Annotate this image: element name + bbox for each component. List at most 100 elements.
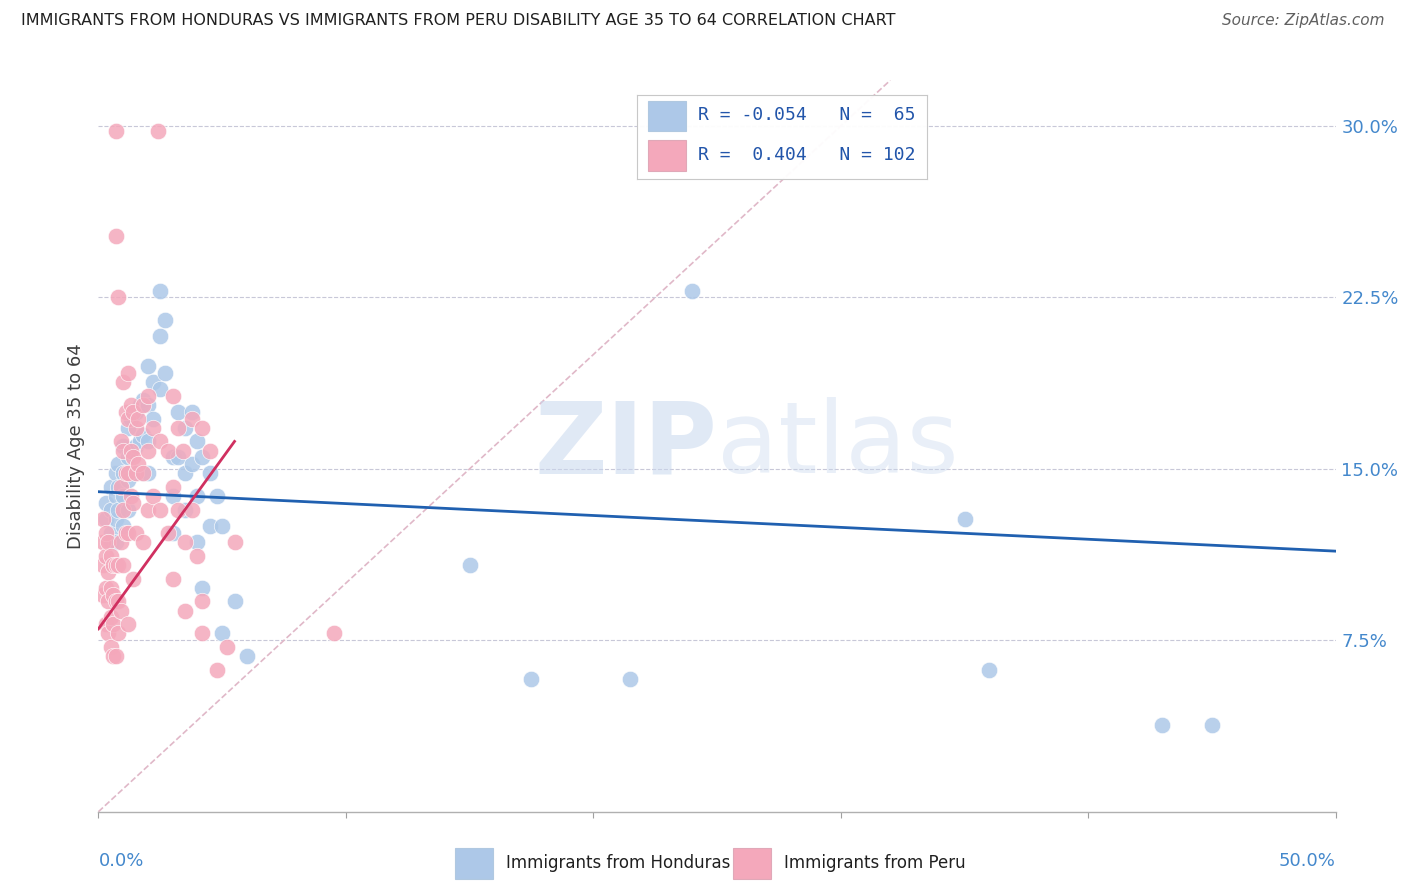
Point bbox=[136, 467, 159, 481]
Point bbox=[149, 284, 172, 298]
Point bbox=[132, 427, 155, 442]
Point bbox=[162, 489, 184, 503]
Point bbox=[122, 405, 145, 419]
Point bbox=[114, 467, 136, 481]
Point bbox=[117, 525, 139, 540]
Point bbox=[112, 503, 135, 517]
Text: R =  0.404   N = 102: R = 0.404 N = 102 bbox=[697, 146, 915, 164]
Point bbox=[114, 525, 136, 540]
Point bbox=[93, 535, 115, 549]
Point bbox=[162, 389, 184, 403]
Point bbox=[97, 594, 120, 608]
Point bbox=[117, 411, 139, 425]
Point bbox=[224, 594, 246, 608]
Point bbox=[142, 420, 165, 434]
Point bbox=[181, 405, 204, 419]
Point bbox=[1201, 718, 1223, 732]
Point bbox=[120, 489, 142, 503]
Point bbox=[117, 503, 139, 517]
Point bbox=[104, 228, 127, 243]
Point bbox=[136, 443, 159, 458]
Point bbox=[156, 525, 179, 540]
Point bbox=[186, 535, 208, 549]
Point bbox=[100, 640, 122, 655]
Point bbox=[166, 450, 188, 465]
Point bbox=[146, 123, 169, 137]
Point bbox=[142, 411, 165, 425]
Point bbox=[186, 549, 208, 563]
Point bbox=[127, 458, 149, 472]
Point bbox=[97, 626, 120, 640]
Point bbox=[124, 420, 146, 434]
Text: 50.0%: 50.0% bbox=[1279, 852, 1336, 870]
Point bbox=[104, 594, 127, 608]
Point bbox=[107, 558, 129, 572]
Point bbox=[117, 617, 139, 632]
Point bbox=[142, 489, 165, 503]
Point bbox=[93, 558, 115, 572]
Point bbox=[132, 398, 155, 412]
Point bbox=[149, 503, 172, 517]
Point bbox=[520, 672, 543, 686]
Point bbox=[166, 405, 188, 419]
Point bbox=[104, 489, 127, 503]
Point bbox=[104, 558, 127, 572]
Point bbox=[107, 626, 129, 640]
Point bbox=[94, 581, 117, 595]
Point bbox=[124, 439, 146, 453]
Text: Immigrants from Honduras: Immigrants from Honduras bbox=[506, 854, 730, 872]
FancyBboxPatch shape bbox=[734, 848, 772, 879]
Point bbox=[104, 123, 127, 137]
Point bbox=[104, 649, 127, 664]
Point bbox=[103, 588, 125, 602]
Point bbox=[211, 626, 233, 640]
Point bbox=[94, 496, 117, 510]
Point bbox=[100, 610, 122, 624]
Point bbox=[181, 458, 204, 472]
Point bbox=[186, 434, 208, 449]
Point bbox=[953, 512, 976, 526]
Point bbox=[1152, 718, 1174, 732]
Point bbox=[191, 450, 214, 465]
Point bbox=[100, 503, 122, 517]
Point bbox=[112, 558, 135, 572]
Point bbox=[117, 473, 139, 487]
Point bbox=[191, 420, 214, 434]
Point bbox=[174, 535, 197, 549]
Point bbox=[122, 572, 145, 586]
Point bbox=[103, 617, 125, 632]
Point bbox=[458, 558, 481, 572]
Point bbox=[117, 366, 139, 380]
Point bbox=[181, 503, 204, 517]
Point bbox=[132, 393, 155, 408]
Point bbox=[112, 443, 135, 458]
Point bbox=[132, 535, 155, 549]
Point bbox=[97, 565, 120, 579]
Point bbox=[681, 284, 703, 298]
Point bbox=[142, 375, 165, 389]
Point bbox=[110, 480, 132, 494]
Point bbox=[110, 603, 132, 617]
FancyBboxPatch shape bbox=[648, 101, 686, 131]
Text: Source: ZipAtlas.com: Source: ZipAtlas.com bbox=[1222, 13, 1385, 29]
Point bbox=[198, 443, 221, 458]
Text: ZIP: ZIP bbox=[534, 398, 717, 494]
Point bbox=[191, 626, 214, 640]
FancyBboxPatch shape bbox=[648, 140, 686, 170]
Point bbox=[93, 512, 115, 526]
Point bbox=[104, 512, 127, 526]
Point bbox=[136, 389, 159, 403]
Point bbox=[104, 535, 127, 549]
Text: atlas: atlas bbox=[717, 398, 959, 494]
Point bbox=[100, 549, 122, 563]
Point bbox=[132, 467, 155, 481]
Point bbox=[112, 489, 135, 503]
Point bbox=[117, 467, 139, 481]
Point bbox=[100, 581, 122, 595]
Point bbox=[166, 503, 188, 517]
Point bbox=[155, 366, 177, 380]
Point bbox=[149, 382, 172, 396]
Point bbox=[112, 439, 135, 453]
Point bbox=[129, 434, 152, 449]
Point bbox=[149, 434, 172, 449]
